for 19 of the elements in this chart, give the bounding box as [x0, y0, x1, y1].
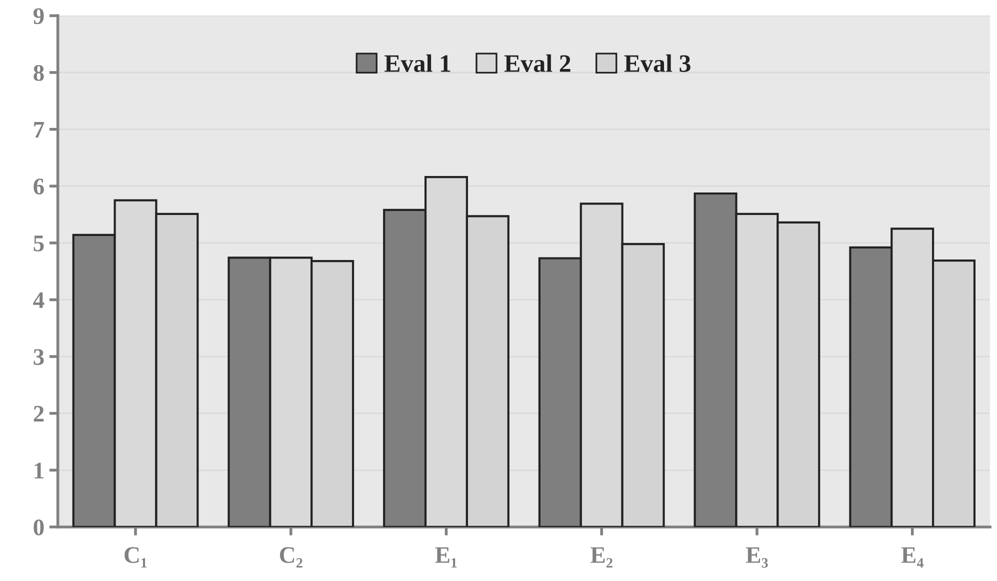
y-tick-label: 2: [34, 406, 44, 422]
x-tick-label: E₄: [901, 547, 924, 568]
x-tick-label: E₁: [435, 547, 457, 568]
x-tick-label: C₂: [280, 547, 302, 568]
legend-label: Eval 3: [624, 54, 690, 72]
y-tick-label: 1: [34, 462, 44, 478]
x-tick-label: C₁: [124, 547, 147, 568]
legend-label: Eval 1: [384, 54, 450, 72]
legend-label: Eval 2: [504, 54, 570, 72]
y-tick-label: 0: [34, 519, 44, 536]
y-tick-label: 8: [34, 64, 44, 81]
y-tick-label: 4: [33, 292, 44, 308]
y-tick-label: 3: [34, 349, 44, 365]
y-tick-label: 7: [34, 122, 44, 138]
y-tick-label: 6: [34, 178, 44, 195]
x-tick-label: E₂: [590, 547, 612, 568]
y-tick-label: 9: [33, 8, 44, 24]
x-tick-label: E₃: [746, 547, 768, 568]
y-tick-label: 5: [34, 236, 44, 252]
